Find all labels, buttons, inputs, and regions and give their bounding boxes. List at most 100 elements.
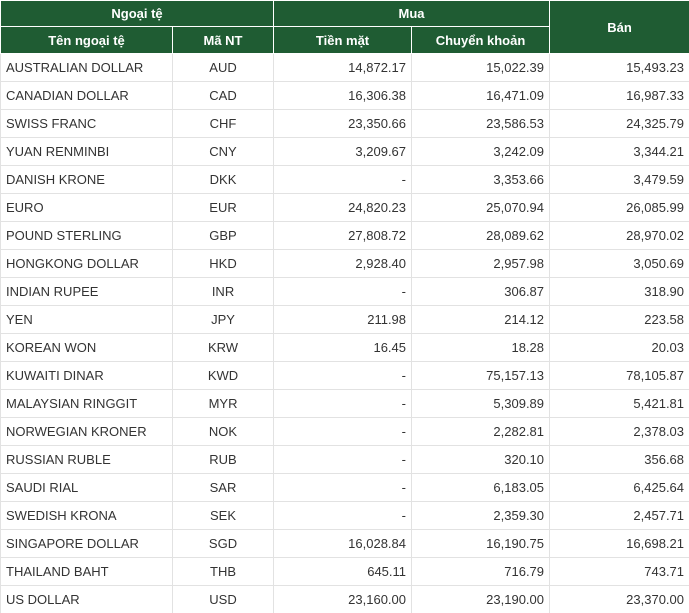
table-row: MALAYSIAN RINGGIT MYR -5,309.89 5,421.81 (0, 389, 689, 418)
table-cell: 23,370.00 (549, 585, 689, 613)
table-row: KUWAITI DINAR KWD -75,157.13 78,105.87 (0, 361, 689, 390)
table-cell: US DOLLAR (0, 585, 173, 613)
table-row: NORWEGIAN KRONER NOK -2,282.81 2,378.03 (0, 417, 689, 446)
table-row: SINGAPORE DOLLAR SGD 16,028.84 16,190.75 16,… (0, 529, 689, 558)
header-cell: Tên ngoại tệ (0, 26, 173, 54)
table-cell: THB (171, 557, 275, 586)
table-cell: 2,457.71 (549, 501, 689, 530)
header-cell: Mã NT (171, 26, 275, 54)
table-row: SWISS FRANC CHF 23,350.66 23,586.53 24,325.7… (0, 109, 689, 138)
table-cell: 15,022.39 (411, 53, 551, 82)
table-cell: NORWEGIAN KRONER (0, 417, 173, 446)
table-cell: 2,359.30 (411, 501, 551, 530)
table-cell: - (273, 473, 413, 502)
header-cell: Tiền mặt (273, 26, 413, 54)
table-row: DANISH KRONE DKK -3,353.66 3,479.59 (0, 165, 689, 194)
table-row: KOREAN WON KRW 16.45 18.28 20.03 (0, 333, 689, 362)
table-row: US DOLLAR USD 23,160.00 23,190.00 23,370.00 (0, 585, 689, 613)
table-cell: 2,957.98 (411, 249, 551, 278)
table-cell: 25,070.94 (411, 193, 551, 222)
table-cell: CHF (171, 109, 275, 138)
table-cell: 320.10 (411, 445, 551, 474)
table-cell: 211.98 (273, 305, 413, 334)
table-cell: 26,085.99 (549, 193, 689, 222)
header-cell: Chuyển khoản (411, 26, 551, 54)
table-cell: 3,242.09 (411, 137, 551, 166)
header-row: Ngoại tệ Mua Bán (0, 0, 689, 54)
table-cell: 78,105.87 (549, 361, 689, 390)
header-cell: Ngoại tệ (0, 0, 275, 27)
table-row: CANADIAN DOLLAR CAD 16,306.38 16,471.09 16,9… (0, 81, 689, 110)
table-cell: HONGKONG DOLLAR (0, 249, 173, 278)
table-cell: RUSSIAN RUBLE (0, 445, 173, 474)
table-cell: 356.68 (549, 445, 689, 474)
table-cell: SAR (171, 473, 275, 502)
table-row: SAUDI RIAL SAR -6,183.05 6,425.64 (0, 473, 689, 502)
table-cell: 2,378.03 (549, 417, 689, 446)
table-cell: POUND STERLING (0, 221, 173, 250)
header-cell: Mua (273, 0, 551, 27)
table-cell: 75,157.13 (411, 361, 551, 390)
table-cell: EUR (171, 193, 275, 222)
table-cell: 3,353.66 (411, 165, 551, 194)
table-cell: INDIAN RUPEE (0, 277, 173, 306)
table-cell: DANISH KRONE (0, 165, 173, 194)
table-cell: 15,493.23 (549, 53, 689, 82)
table-cell: 3,050.69 (549, 249, 689, 278)
table-cell: KUWAITI DINAR (0, 361, 173, 390)
table-cell: - (273, 445, 413, 474)
table-cell: 318.90 (549, 277, 689, 306)
table-cell: HKD (171, 249, 275, 278)
table-cell: YUAN RENMINBI (0, 137, 173, 166)
table-cell: 16.45 (273, 333, 413, 362)
table-row: HONGKONG DOLLAR HKD 2,928.40 2,957.98 3,050.… (0, 249, 689, 278)
header-cell: Bán (549, 0, 689, 54)
table-cell: KRW (171, 333, 275, 362)
table-cell: MALAYSIAN RINGGIT (0, 389, 173, 418)
table-cell: 24,820.23 (273, 193, 413, 222)
table-cell: 6,183.05 (411, 473, 551, 502)
table-cell: 23,350.66 (273, 109, 413, 138)
table-cell: 223.58 (549, 305, 689, 334)
table-row: POUND STERLING GBP 27,808.72 28,089.62 28,97… (0, 221, 689, 250)
table-cell: KOREAN WON (0, 333, 173, 362)
table-cell: 3,209.67 (273, 137, 413, 166)
table-cell: AUD (171, 53, 275, 82)
table-cell: USD (171, 585, 275, 613)
table-row: SWEDISH KRONA SEK -2,359.30 2,457.71 (0, 501, 689, 530)
table-cell: 23,190.00 (411, 585, 551, 613)
table-cell: - (273, 417, 413, 446)
table-cell: 306.87 (411, 277, 551, 306)
table-row: YEN JPY 211.98 214.12 223.58 (0, 305, 689, 334)
table-cell: 27,808.72 (273, 221, 413, 250)
table-cell: SEK (171, 501, 275, 530)
table-cell: - (273, 277, 413, 306)
table-cell: KWD (171, 361, 275, 390)
table-cell: - (273, 361, 413, 390)
table-cell: YEN (0, 305, 173, 334)
table-row: INDIAN RUPEE INR -306.87 318.90 (0, 277, 689, 306)
table-cell: INR (171, 277, 275, 306)
table-cell: 28,970.02 (549, 221, 689, 250)
table-cell: 28,089.62 (411, 221, 551, 250)
table-cell: RUB (171, 445, 275, 474)
table-cell: 214.12 (411, 305, 551, 334)
table-cell: 20.03 (549, 333, 689, 362)
table-cell: 743.71 (549, 557, 689, 586)
table-cell: SWEDISH KRONA (0, 501, 173, 530)
table-cell: JPY (171, 305, 275, 334)
table-cell: 2,282.81 (411, 417, 551, 446)
table-cell: 6,425.64 (549, 473, 689, 502)
table-cell: 16,987.33 (549, 81, 689, 110)
table-cell: 23,160.00 (273, 585, 413, 613)
table-cell: 14,872.17 (273, 53, 413, 82)
table-cell: SINGAPORE DOLLAR (0, 529, 173, 558)
table-cell: SWISS FRANC (0, 109, 173, 138)
table-cell: SGD (171, 529, 275, 558)
table-cell: 23,586.53 (411, 109, 551, 138)
table-row: RUSSIAN RUBLE RUB -320.10 356.68 (0, 445, 689, 474)
table-cell: - (273, 501, 413, 530)
table-cell: 5,421.81 (549, 389, 689, 418)
